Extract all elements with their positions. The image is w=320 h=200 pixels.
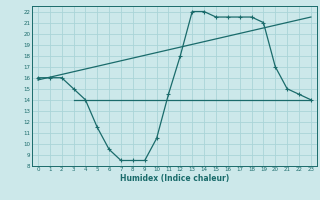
X-axis label: Humidex (Indice chaleur): Humidex (Indice chaleur) [120, 174, 229, 183]
